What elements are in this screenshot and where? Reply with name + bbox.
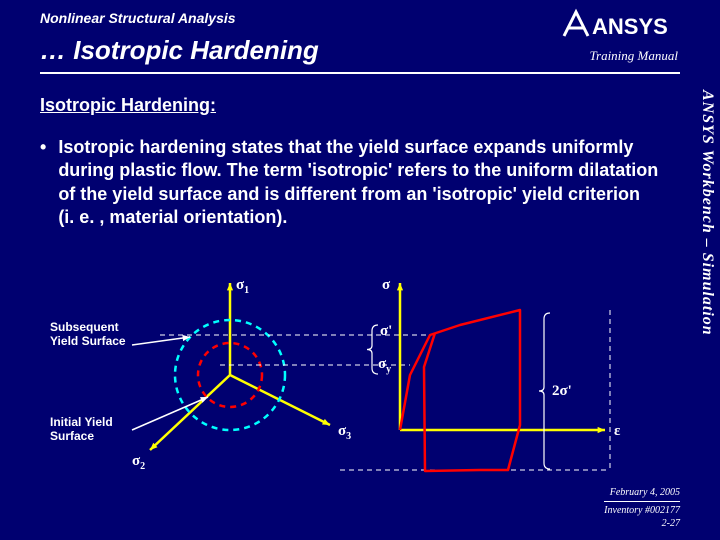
diagram-svg: σ1 σ2 σ3 σ σ' σy 2σ' ε [40,275,680,485]
svg-text:σ2: σ2 [132,453,145,472]
slide-title: … Isotropic Hardening [40,35,319,66]
bullet-item: • Isotropic hardening states that the yi… [40,136,660,230]
training-manual-label: Training Manual [590,48,679,64]
footer-divider [604,501,680,502]
diagram-area: σ1 σ2 σ3 σ σ' σy 2σ' ε Subsequent Yield Surface… [40,275,680,485]
content-area: Isotropic Hardening: • Isotropic hardeni… [40,95,660,230]
bullet-text: Isotropic hardening states that the yiel… [58,136,660,230]
label-subsequent-yield: Subsequent Yield Surface [50,320,126,348]
svg-text:σ: σ [382,277,391,293]
svg-text:σy: σy [378,356,391,375]
footer: February 4, 2005 Inventory #002177 2-27 [604,486,680,530]
svg-text:ε: ε [614,423,621,439]
header-divider [40,72,680,74]
course-title: Nonlinear Structural Analysis [40,10,236,26]
footer-page: 2-27 [604,517,680,530]
label-initial-yield: Initial Yield Surface [50,415,113,443]
footer-date: February 4, 2005 [604,486,680,499]
svg-text:σ': σ' [380,323,392,339]
svg-text:σ3: σ3 [338,423,351,442]
ansys-logo: ANSYS [560,8,680,44]
footer-inventory: Inventory #002177 [604,504,680,517]
section-heading: Isotropic Hardening: [40,95,660,116]
logo-text: ANSYS [592,14,668,39]
side-vertical-text: ANSYS Workbench – Simulation [698,90,716,336]
svg-text:2σ': 2σ' [552,383,572,399]
bullet-marker: • [40,136,46,230]
svg-text:σ1: σ1 [236,277,249,296]
